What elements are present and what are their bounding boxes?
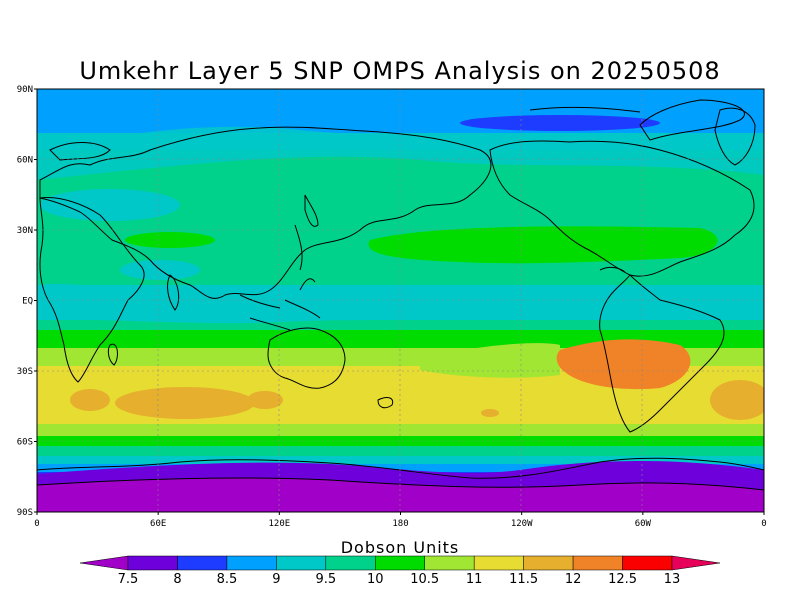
lon-tick-label: 0 xyxy=(34,519,39,529)
lat-tick-label: 60N xyxy=(17,156,33,166)
latitude-axis: 90N 60N 30N EQ 30S 60S 90S xyxy=(17,85,37,518)
lon-tick-label: 60E xyxy=(150,519,166,529)
lon-tick-label: 60W xyxy=(635,519,652,529)
coastlines xyxy=(37,99,764,491)
colorbar-swatch xyxy=(375,555,425,571)
colorbar-label: 12.5 xyxy=(608,572,637,587)
lat-tick-label: 90N xyxy=(17,85,33,95)
colorbar-label: 8 xyxy=(173,572,181,587)
colorbar-label: 10.5 xyxy=(410,572,439,587)
lat-tick-label: 30S xyxy=(17,367,33,377)
lat-tick-label: 90S xyxy=(17,508,33,518)
colorbar-swatch xyxy=(424,555,475,571)
map-title: Umkehr Layer 5 SNP OMPS Analysis on 2025… xyxy=(79,57,720,85)
colorbar-swatch xyxy=(226,555,277,571)
band-arctic-top xyxy=(37,89,764,107)
colorbar-label: 8.5 xyxy=(217,572,238,587)
colorbar-swatch xyxy=(177,555,228,571)
lon-tick-label: 0 xyxy=(761,519,766,529)
lon-tick-label: 120W xyxy=(511,519,533,529)
colorbar-high-arrow xyxy=(671,555,721,571)
lon-tick-label: 180 xyxy=(392,519,408,529)
grid-lines xyxy=(37,89,764,512)
colorbar-label: 9.5 xyxy=(315,572,336,587)
lon-tick-label: 120E xyxy=(268,519,290,529)
colorbar-label: 9 xyxy=(272,572,280,587)
lat-tick-label: EQ xyxy=(22,297,33,307)
band-south-trop xyxy=(37,330,764,348)
colorbar-swatch xyxy=(127,555,178,571)
colorbar-swatch xyxy=(325,555,376,571)
colorbar-swatch xyxy=(572,555,623,571)
colorbar-swatch xyxy=(622,555,673,571)
tropical-n-patch xyxy=(368,226,718,264)
colorbar-label: 11.5 xyxy=(509,572,538,587)
lat-tick-label: 30N xyxy=(17,226,33,236)
lat-tick-label: 60S xyxy=(17,438,33,448)
arctic-low-patch xyxy=(460,115,660,131)
colorbar-swatch xyxy=(473,555,524,571)
contour-field xyxy=(37,89,764,512)
colorbar-label: 7.5 xyxy=(118,572,139,587)
colorbar-swatch xyxy=(523,555,574,571)
colorbar-label: 12 xyxy=(565,572,582,587)
colorbar: 7.5 8 8.5 9 9.5 10 10.5 11 11.5 12 12.5 13 xyxy=(79,555,721,587)
longitude-axis: 0 60E 120E 180 120W 60W 0 xyxy=(34,512,767,529)
colorbar-label: 10 xyxy=(367,572,384,587)
colorbar-title: Dobson Units xyxy=(341,538,460,557)
colorbar-low-arrow xyxy=(79,555,129,571)
colorbar-label: 13 xyxy=(664,572,681,587)
colorbar-swatch xyxy=(276,555,327,571)
colorbar-label: 11 xyxy=(466,572,483,587)
